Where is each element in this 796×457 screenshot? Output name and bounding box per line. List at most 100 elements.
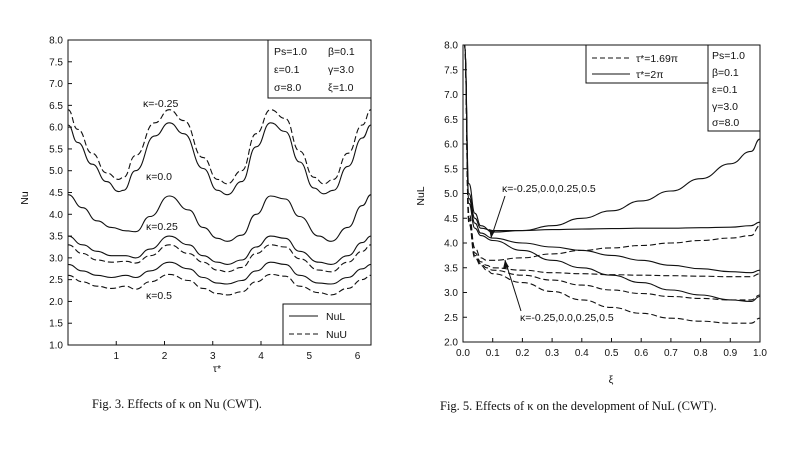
annotation-kappa-dashed: κ=-0.25,0.0,0.25,0.5 <box>520 312 614 324</box>
y-tick-label: 5.5 <box>49 144 63 155</box>
y-tick-label: 2.0 <box>49 297 63 308</box>
legend-box <box>585 44 709 84</box>
y-tick-label: 2.5 <box>444 313 458 324</box>
series-group <box>67 109 372 296</box>
annotation-arrow-dashed <box>504 259 522 312</box>
y-tick-label: 7.5 <box>49 57 63 68</box>
chart-fig5: 2.02.53.03.54.04.55.05.56.06.57.07.58.0 … <box>415 41 767 414</box>
param-ps: Ps=1.0 <box>712 50 745 62</box>
y-tick-label: 4.0 <box>49 210 63 221</box>
y-tick-label: 4.0 <box>444 239 458 250</box>
legend-box <box>282 303 372 346</box>
y-tick-label: 3.5 <box>444 263 458 274</box>
y-tick-label: 7.5 <box>444 65 458 76</box>
series-line-solid <box>67 235 372 265</box>
y-tick-label: 4.5 <box>49 188 63 199</box>
param-eps: ε=0.1 <box>274 64 300 76</box>
x-tick-label: 2 <box>162 351 168 362</box>
arrowhead-solid <box>489 229 495 238</box>
params-box <box>707 44 761 132</box>
y-tick-label: 3.0 <box>49 253 63 264</box>
annotation-kappa-05: κ=0.5 <box>146 290 172 302</box>
param-eps: ε=0.1 <box>712 84 738 96</box>
x-axis-label: ξ <box>609 374 614 386</box>
annotation-kappa-solid: κ=-0.25,0.0,0.25,0.5 <box>502 183 596 195</box>
series-group <box>463 44 761 324</box>
x-tick-label: 1 <box>113 351 119 362</box>
series-line-dashed <box>463 44 761 324</box>
x-tick-label: 0.3 <box>545 348 559 359</box>
param-xi: ξ=1.0 <box>328 82 354 94</box>
annotation-kappa-0: κ=0.0 <box>146 171 172 183</box>
x-tick-label: 0.6 <box>634 348 648 359</box>
x-tick-label: 0.9 <box>723 348 737 359</box>
x-tick-label: 4 <box>258 351 264 362</box>
series-line-solid <box>67 261 372 285</box>
y-tick-label: 1.0 <box>49 341 63 352</box>
annotation-kappa-025: κ=0.25 <box>146 221 178 233</box>
caption-fig5: Fig. 5. Effects of κ on the development … <box>440 399 717 413</box>
y-tick-label: 5.0 <box>49 166 63 177</box>
caption-fig3: Fig. 3. Effects of κ on Nu (CWT). <box>92 397 262 411</box>
param-sigma: σ=8.0 <box>712 117 739 129</box>
y-tick-label: 1.5 <box>49 319 63 330</box>
series-line-dashed <box>67 273 372 296</box>
x-tick-label: 0.0 <box>456 348 470 359</box>
y-tick-label: 8.0 <box>444 41 458 52</box>
legend-label-tau-169pi: τ*=1.69π <box>636 53 678 65</box>
y-tick-label: 5.5 <box>444 164 458 175</box>
y-tick-label: 6.5 <box>49 101 63 112</box>
y-tick-label: 5.0 <box>444 189 458 200</box>
y-tick-label: 4.5 <box>444 214 458 225</box>
annotation-kappa-neg025: κ=-0.25 <box>143 98 178 110</box>
series-line-dashed <box>463 44 761 261</box>
y-tick-label: 7.0 <box>49 79 63 90</box>
y-axis-label: NuL <box>415 186 427 205</box>
x-tick-label: 0.5 <box>605 348 619 359</box>
series-line-solid <box>463 44 761 232</box>
y-tick-label: 7.0 <box>444 90 458 101</box>
y-tick-label: 3.5 <box>49 232 63 243</box>
y-tick-label: 6.0 <box>444 140 458 151</box>
param-sigma: σ=8.0 <box>274 82 301 94</box>
param-gamma: γ=3.0 <box>328 64 354 76</box>
y-tick-label: 6.0 <box>49 123 63 134</box>
x-tick-label: 0.8 <box>694 348 708 359</box>
series-line-dashed <box>463 44 761 301</box>
y-tick-label: 3.0 <box>444 288 458 299</box>
y-tick-label: 2.5 <box>49 275 63 286</box>
chart-fig3: 1.0 1.5 2.0 2.5 3.0 3.5 4.0 4.5 5.0 5.5 6.0 6.5 7.0 7… <box>19 36 372 411</box>
x-tick-label: 0.4 <box>575 348 589 359</box>
legend-label-nuu: NuU <box>326 329 347 341</box>
param-beta: β=0.1 <box>328 46 355 58</box>
x-tick-label: 3 <box>210 351 216 362</box>
y-axis-label: Nu <box>19 191 31 205</box>
y-tick-label: 2.0 <box>444 338 458 349</box>
params-box <box>267 39 372 99</box>
series-line-dashed <box>463 44 761 278</box>
series-line-solid <box>463 44 761 302</box>
series-line-solid <box>463 44 761 274</box>
legend-label-tau-2pi: τ*=2π <box>636 69 663 81</box>
x-tick-label: 1.0 <box>753 348 767 359</box>
x-axis-label: τ* <box>213 363 221 375</box>
x-axis-ticks: 0.0 0.1 0.2 0.3 0.4 0.5 0.6 0.7 0.8 0.9 1.0 <box>456 338 767 359</box>
param-gamma: γ=3.0 <box>712 101 738 113</box>
x-tick-label: 6 <box>355 351 361 362</box>
param-beta: β=0.1 <box>712 67 739 79</box>
x-tick-label: 5 <box>306 351 312 362</box>
x-tick-label: 0.1 <box>486 348 500 359</box>
param-ps: Ps=1.0 <box>274 46 307 58</box>
legend-label-nul: NuL <box>326 311 345 323</box>
series-line-solid <box>67 194 372 242</box>
y-axis-ticks: 1.0 1.5 2.0 2.5 3.0 3.5 4.0 4.5 5.0 5.5 6.0 6.5 7.0 7… <box>49 36 72 352</box>
arrowhead-dashed <box>503 260 509 269</box>
y-axis-ticks: 2.0 2.5 3.0 3.5 4.0 4.5 5.0 5.5 6.0 6.5 7.0 7.5 8.0 <box>444 41 467 349</box>
x-tick-label: 0.7 <box>664 348 678 359</box>
series-line-dashed <box>67 109 372 185</box>
series-line-solid <box>67 122 372 196</box>
y-tick-label: 6.5 <box>444 115 458 126</box>
x-tick-label: 0.2 <box>515 348 529 359</box>
series-line-dashed <box>67 244 372 273</box>
